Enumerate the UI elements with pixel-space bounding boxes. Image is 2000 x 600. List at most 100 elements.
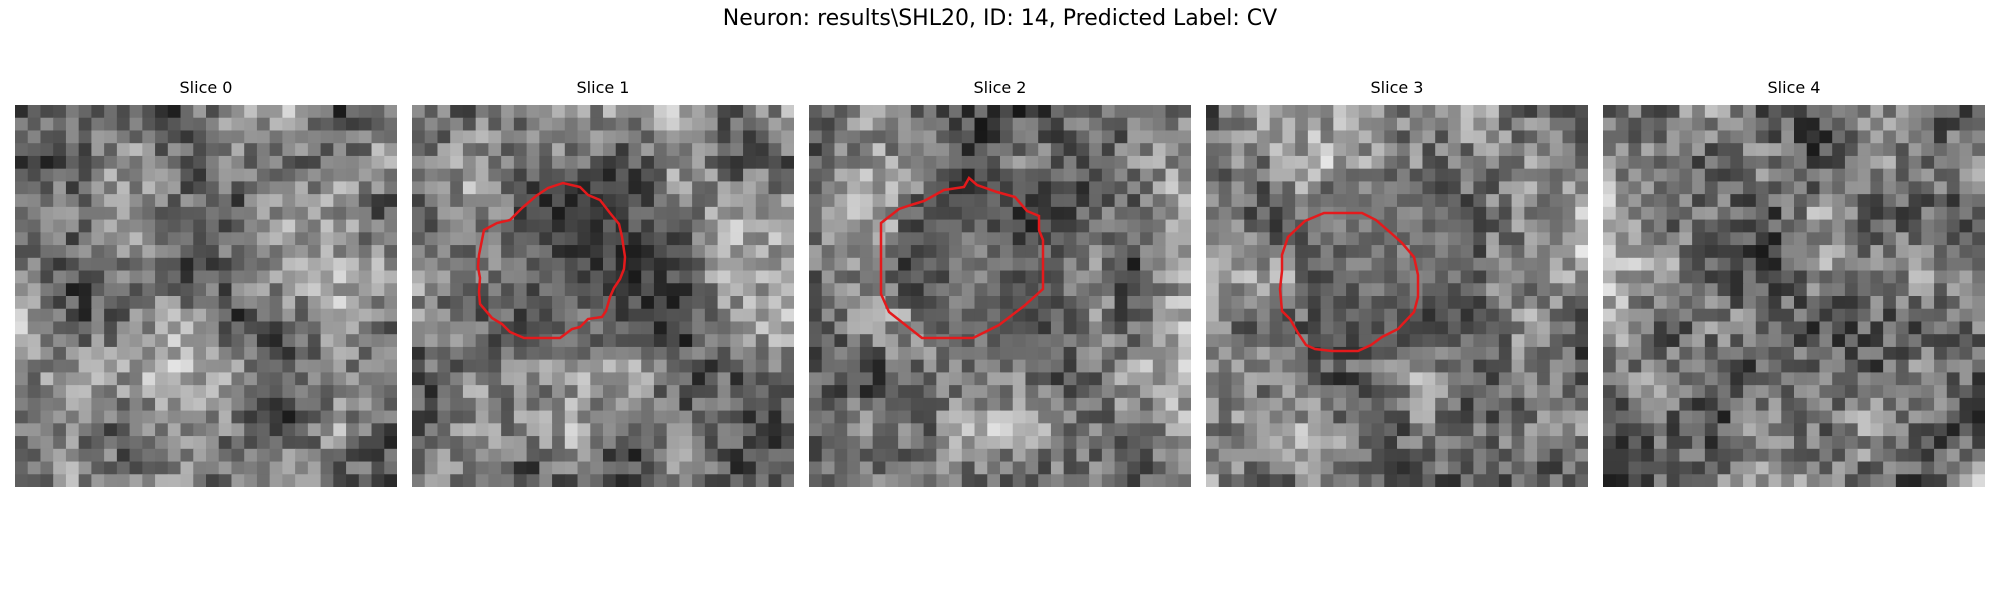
pixel bbox=[1603, 423, 1617, 437]
pixel bbox=[809, 410, 823, 424]
pixel bbox=[488, 117, 502, 132]
pixel bbox=[923, 168, 937, 182]
pixel bbox=[1231, 194, 1245, 208]
pixel bbox=[513, 206, 528, 221]
pixel bbox=[755, 474, 770, 487]
pixel bbox=[936, 296, 950, 310]
pixel bbox=[1857, 130, 1871, 144]
pixel bbox=[704, 334, 719, 348]
pixel bbox=[539, 143, 553, 157]
pixel bbox=[1486, 308, 1500, 323]
pixel bbox=[872, 346, 886, 361]
pixel bbox=[167, 245, 182, 259]
pixel bbox=[218, 346, 233, 361]
pixel bbox=[834, 436, 848, 450]
pixel bbox=[603, 232, 617, 246]
pixel bbox=[1921, 206, 1935, 221]
pixel bbox=[1537, 461, 1551, 475]
pixel bbox=[1704, 448, 1719, 463]
pixel bbox=[847, 232, 861, 246]
pixel bbox=[526, 296, 540, 310]
pixel bbox=[1320, 168, 1334, 182]
pixel bbox=[653, 423, 668, 437]
pixel bbox=[1524, 321, 1538, 335]
pixel bbox=[1486, 206, 1500, 221]
pixel bbox=[1409, 359, 1424, 373]
pixel bbox=[1704, 194, 1719, 208]
pixel bbox=[653, 334, 668, 348]
pixel bbox=[155, 117, 169, 132]
pixel bbox=[27, 346, 42, 361]
pixel bbox=[1806, 194, 1821, 208]
pixel bbox=[1371, 143, 1385, 157]
pixel bbox=[1575, 461, 1588, 475]
pixel bbox=[1946, 359, 1961, 373]
pixel bbox=[847, 461, 861, 475]
pixel bbox=[1333, 155, 1347, 170]
pixel bbox=[603, 461, 617, 475]
pixel bbox=[603, 194, 617, 208]
slice-panel-3: Slice 3 bbox=[1206, 78, 1588, 487]
pixel bbox=[1282, 334, 1296, 348]
pixel bbox=[231, 245, 245, 259]
pixel bbox=[1460, 436, 1474, 450]
pixel bbox=[1972, 257, 1985, 272]
pixel bbox=[1140, 257, 1154, 272]
pixel bbox=[1282, 423, 1296, 437]
pixel bbox=[462, 372, 477, 386]
pixel bbox=[717, 245, 731, 259]
pixel bbox=[358, 321, 373, 335]
pixel bbox=[1844, 423, 1859, 437]
pixel bbox=[1244, 321, 1258, 335]
pixel bbox=[295, 245, 309, 259]
pixel bbox=[231, 385, 245, 399]
pixel bbox=[692, 359, 706, 373]
pixel bbox=[244, 257, 258, 272]
pixel bbox=[1114, 257, 1128, 272]
pixel bbox=[539, 334, 553, 348]
pixel bbox=[859, 410, 874, 424]
pixel bbox=[1628, 346, 1642, 361]
pixel bbox=[27, 232, 42, 246]
pixel bbox=[40, 436, 54, 450]
pixel bbox=[1486, 346, 1500, 361]
pixel bbox=[371, 359, 385, 373]
pixel bbox=[1231, 232, 1245, 246]
pixel bbox=[1422, 474, 1436, 487]
pixel bbox=[1883, 461, 1897, 475]
pixel bbox=[91, 283, 105, 297]
pixel bbox=[1473, 117, 1487, 132]
pixel bbox=[424, 143, 439, 157]
pixel bbox=[1755, 346, 1770, 361]
pixel bbox=[53, 168, 67, 182]
pixel bbox=[1549, 143, 1564, 157]
pixel bbox=[781, 296, 794, 310]
pixel bbox=[475, 105, 489, 119]
pixel bbox=[809, 143, 823, 157]
pixel bbox=[768, 283, 782, 297]
pixel bbox=[244, 474, 258, 487]
pixel bbox=[65, 283, 80, 297]
pixel bbox=[1114, 308, 1128, 323]
pixel bbox=[1127, 206, 1141, 221]
pixel bbox=[346, 155, 360, 170]
pixel bbox=[1397, 143, 1411, 157]
pixel bbox=[1295, 423, 1309, 437]
pixel bbox=[475, 448, 489, 463]
pixel bbox=[768, 321, 782, 335]
pixel bbox=[1384, 372, 1398, 386]
pixel bbox=[1435, 143, 1449, 157]
pixel bbox=[1692, 117, 1706, 132]
pixel bbox=[1704, 155, 1719, 170]
pixel bbox=[577, 448, 591, 463]
pixel bbox=[371, 308, 385, 323]
pixel bbox=[1511, 270, 1525, 284]
pixel bbox=[450, 232, 464, 246]
pixel bbox=[53, 423, 67, 437]
pixel bbox=[1346, 346, 1360, 361]
pixel bbox=[1460, 321, 1474, 335]
pixel bbox=[1562, 270, 1576, 284]
pixel bbox=[1511, 372, 1525, 386]
pixel bbox=[1063, 194, 1077, 208]
pixel bbox=[371, 283, 385, 297]
